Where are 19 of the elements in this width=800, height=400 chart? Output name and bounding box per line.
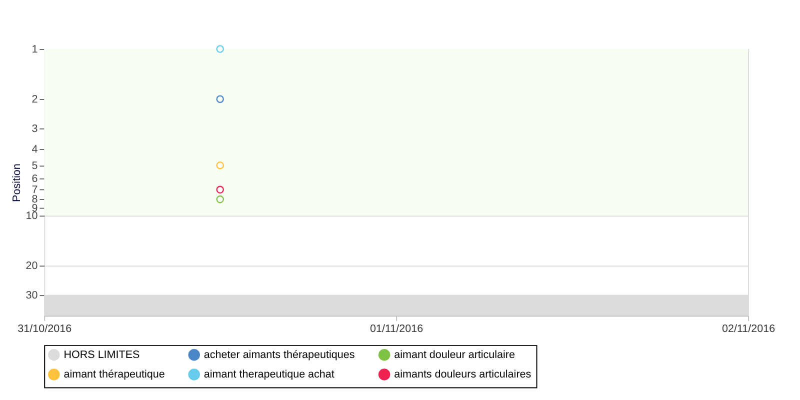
y-tick-label: 3: [32, 122, 38, 135]
legend-label: aimant thérapeutique: [64, 368, 165, 380]
legend-label: acheter aimants thérapeutiques: [204, 348, 355, 361]
legend-label: aimant douleur articulaire: [394, 348, 516, 361]
x-tick-label: 31/10/2016: [18, 322, 72, 335]
legend-label: aimant therapeutique achat: [204, 368, 334, 380]
y-tick-label: 6: [32, 172, 38, 185]
x-tick-label: 01/11/2016: [370, 322, 424, 335]
legend-label: aimants douleurs articulaires: [394, 368, 532, 380]
y-tick-label: 2: [32, 94, 38, 106]
x-tick-label: 02/11/2016: [722, 322, 776, 335]
y-axis-title: Position: [10, 164, 23, 202]
y-tick-label: 5: [32, 160, 38, 172]
y-tick-label: 7: [32, 184, 38, 196]
legend-label: HORS LIMITES: [64, 348, 140, 361]
y-tick-label: 20: [26, 260, 38, 272]
y-tick-label: 1: [32, 43, 38, 56]
y-tick-label: 30: [26, 289, 38, 302]
y-tick-label: 4: [32, 144, 38, 156]
